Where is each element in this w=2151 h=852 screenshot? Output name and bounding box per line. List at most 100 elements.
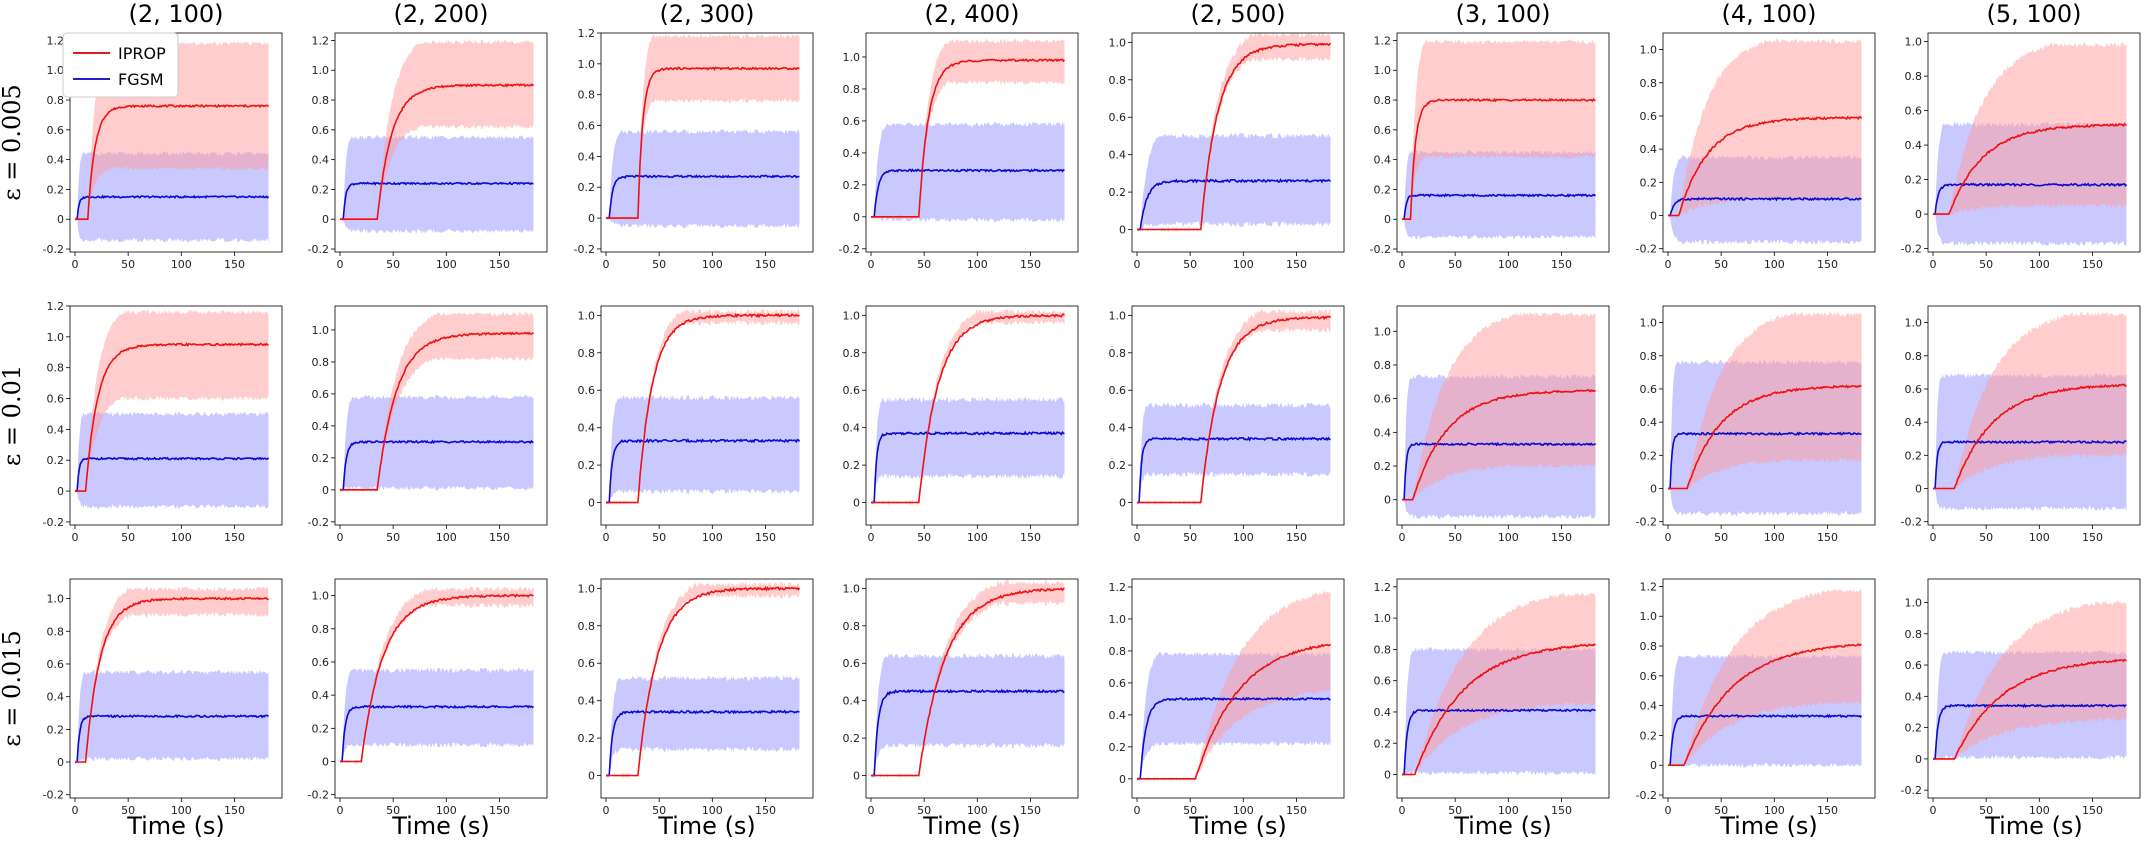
y-tick-label: -0.2 <box>1636 516 1657 529</box>
x-tick-label: 150 <box>1020 531 1041 544</box>
iprop-line <box>871 58 1066 218</box>
x-tick-label: 150 <box>489 258 510 271</box>
plot-area <box>1402 592 1596 777</box>
fgsm-band <box>606 129 800 229</box>
iprop-band <box>1402 592 1596 777</box>
y-tick-label: 0.8 <box>312 356 330 369</box>
subplot-frame <box>600 578 814 799</box>
y-tick-label: -0.2 <box>43 516 64 529</box>
fgsm-band <box>340 667 534 764</box>
y-tick-label: 0.4 <box>1109 149 1127 162</box>
iprop-line <box>606 66 800 219</box>
x-tick-label: 150 <box>755 804 776 817</box>
y-tick-label: 0.6 <box>312 124 330 137</box>
subplot-frame <box>600 32 814 253</box>
y-tick-label: 0.4 <box>578 150 596 163</box>
y-tick-label: 0.2 <box>843 459 861 472</box>
iprop-line <box>340 331 534 491</box>
y-tick-label: 0.4 <box>1905 416 1923 429</box>
x-tick-label: 150 <box>1286 531 1307 544</box>
subplot-r2-c4: 0 50 100 150 0 0.2 0.4 0.6 0.8 1.0 1.2 <box>1109 578 1345 817</box>
subplot-r1-c6: 0 50 100 150 -0.2 0 0.2 0.4 0.6 0.8 1.0 <box>1636 305 1876 544</box>
iprop-band <box>1933 312 2127 491</box>
y-tick-label: 0.2 <box>1640 176 1658 189</box>
plot-area <box>1402 39 1597 240</box>
plot-area <box>1933 312 2127 511</box>
y-tick-label: 1.2 <box>1640 580 1658 593</box>
y-tick-label: 0.4 <box>312 154 330 167</box>
x-tick-label: 150 <box>755 531 776 544</box>
y-tick-label: 0.6 <box>843 657 861 670</box>
y-tick-label: 1.0 <box>1640 44 1658 57</box>
y-tick-label: 1.0 <box>312 590 330 603</box>
fgsm-band <box>606 394 800 505</box>
subplot-frame <box>334 32 548 253</box>
y-tick-label: 0 <box>1915 753 1922 766</box>
x-tick-label: 0 <box>1665 804 1672 817</box>
subplot-frame <box>865 32 1079 253</box>
y-tick-label: 0.2 <box>1374 183 1392 196</box>
x-tick-label: 0 <box>868 531 875 544</box>
subplot-r2-c6: 0 50 100 150 -0.2 0 0.2 0.4 0.6 0.8 1.0 1.2 <box>1636 578 1876 817</box>
y-tick-label: -0.2 <box>1636 243 1657 256</box>
y-tick-label: 0.2 <box>47 723 65 736</box>
iprop-line <box>871 313 1065 504</box>
x-tick-label: 0 <box>337 258 344 271</box>
y-tick-label: 1.0 <box>843 51 861 64</box>
y-tick-label: 1.2 <box>312 34 330 47</box>
y-tick-label: 0.4 <box>1374 154 1392 167</box>
x-tick-label: 100 <box>2029 531 2050 544</box>
y-tick-label: 0.8 <box>1640 77 1658 90</box>
subplot-frame <box>1662 578 1876 799</box>
subplot-r2-c2: 0 50 100 150 0 0.2 0.4 0.6 0.8 1.0 <box>578 578 814 817</box>
y-tick-label: 0.4 <box>1905 690 1923 703</box>
fgsm-line <box>606 438 801 504</box>
subplot-frame <box>334 305 548 526</box>
iprop-line <box>1933 658 2127 760</box>
y-tick-label: 1.0 <box>1374 325 1392 338</box>
iprop-band <box>871 38 1065 220</box>
legend-frame <box>62 32 179 98</box>
y-tick-label: 1.0 <box>47 64 65 77</box>
y-tick-label: 0.4 <box>843 422 861 435</box>
x-tick-label: 50 <box>917 804 931 817</box>
y-tick-label: 0 <box>588 212 595 225</box>
y-tick-label: 0.6 <box>47 124 65 137</box>
plot-area <box>340 311 534 493</box>
column-title: (4, 100) <box>1721 0 1816 28</box>
fgsm-line <box>1137 696 1331 780</box>
iprop-line <box>606 585 801 777</box>
x-tick-label: 50 <box>1714 804 1728 817</box>
iprop-band <box>1668 38 1862 218</box>
y-tick-label: 1.2 <box>1374 581 1392 594</box>
plot-area <box>340 39 534 234</box>
x-tick-label: 150 <box>2082 258 2103 271</box>
y-tick-label: 0.2 <box>1640 729 1658 742</box>
iprop-line <box>1402 643 1596 776</box>
x-tick-label: 0 <box>72 258 79 271</box>
iprop-line <box>1933 122 2127 215</box>
x-tick-label: 100 <box>1764 258 1785 271</box>
y-tick-label: -0.2 <box>1636 789 1657 802</box>
y-tick-label: 0.6 <box>47 658 65 671</box>
y-tick-label: 0 <box>57 756 64 769</box>
x-tick-label: 100 <box>967 531 988 544</box>
subplot-frame <box>600 305 814 526</box>
y-tick-label: 1.2 <box>1109 581 1127 594</box>
y-tick-label: 0.2 <box>1374 460 1392 473</box>
y-tick-label: 0.8 <box>578 620 596 633</box>
column-title: (2, 300) <box>659 0 754 28</box>
fgsm-line <box>1137 436 1331 504</box>
x-tick-label: 0 <box>1930 804 1937 817</box>
y-tick-label: 1.0 <box>47 593 65 606</box>
subplot-r0-c4: 0 50 100 150 0 0.2 0.4 0.6 0.8 1.0 <box>1109 32 1345 271</box>
x-tick-label: 50 <box>1183 804 1197 817</box>
y-tick-label: 0.2 <box>843 179 861 192</box>
panels-layer: 0 50 100 150 -0.2 0 0.2 0.4 0.6 0.8 1.0 1.2 0 50 100 15… <box>43 27 2141 817</box>
y-tick-label: 1.0 <box>1374 64 1392 77</box>
x-tick-label: 100 <box>702 258 723 271</box>
plot-area <box>871 38 1066 223</box>
x-tick-label: 50 <box>652 258 666 271</box>
x-tick-label: 50 <box>652 804 666 817</box>
x-tick-label: 0 <box>337 531 344 544</box>
